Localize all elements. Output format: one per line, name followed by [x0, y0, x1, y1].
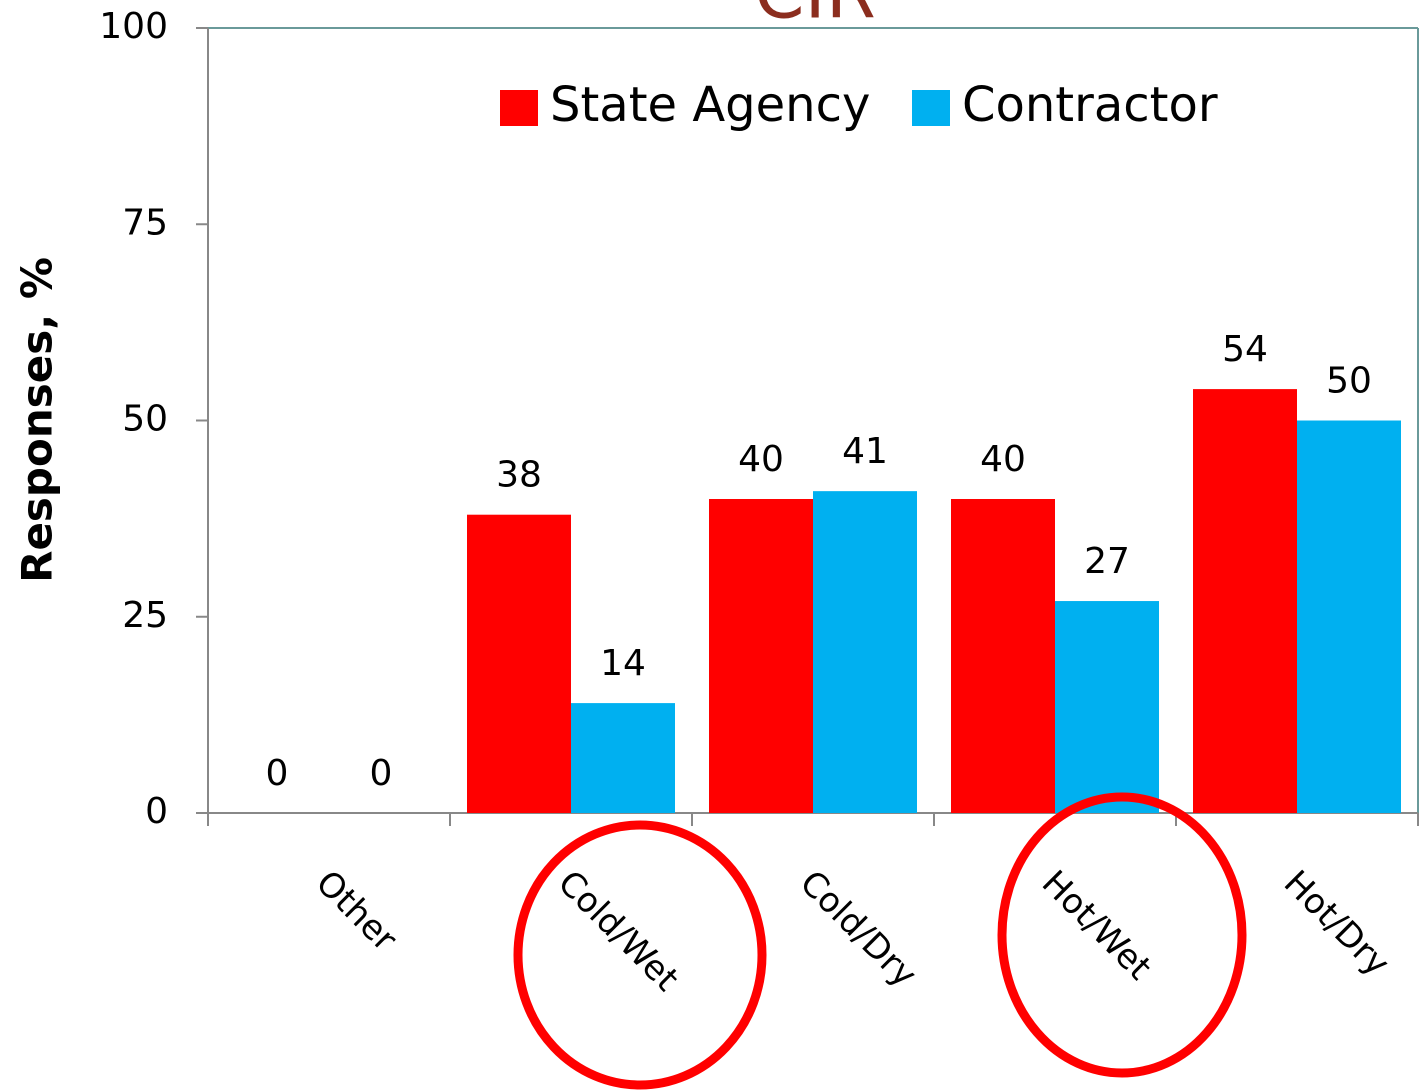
- x-tick-label: Hot/Dry: [1276, 863, 1397, 984]
- bar: [1297, 420, 1401, 813]
- bar: [571, 703, 675, 813]
- data-label: 40: [980, 439, 1026, 480]
- data-label: 38: [496, 455, 542, 496]
- data-label: 41: [842, 431, 888, 472]
- y-tick-label: 50: [122, 399, 168, 440]
- x-tick-label: Hot/Wet: [1034, 863, 1159, 988]
- data-label: 54: [1222, 329, 1268, 370]
- chart-title: CIR: [754, 0, 876, 35]
- data-label: 27: [1084, 541, 1130, 582]
- y-tick-label: 100: [99, 6, 168, 47]
- y-tick-label: 75: [122, 202, 168, 243]
- y-tick-label: 25: [122, 595, 168, 636]
- data-label: 50: [1326, 361, 1372, 402]
- y-tick-label: 0: [145, 791, 168, 832]
- bar: [951, 499, 1055, 813]
- y-axis-label: Responses, %: [13, 257, 62, 583]
- bar: [1193, 389, 1297, 813]
- data-label: 14: [600, 643, 646, 684]
- legend-label: Contractor: [962, 77, 1218, 133]
- x-tick-label: Cold/Dry: [792, 863, 924, 995]
- highlight-circle: [997, 792, 1247, 1078]
- legend-swatch: [912, 90, 950, 126]
- highlight-circle: [513, 820, 767, 1090]
- bar: [709, 499, 813, 813]
- data-label: 0: [266, 753, 289, 794]
- legend-label: State Agency: [550, 77, 870, 133]
- bar: [467, 514, 571, 813]
- x-tick-label: Other: [308, 863, 405, 960]
- legend-swatch: [500, 90, 538, 126]
- data-label: 40: [738, 439, 784, 480]
- bar: [1055, 601, 1159, 813]
- data-label: 0: [370, 753, 393, 794]
- bar: [813, 491, 917, 813]
- x-tick-label: Cold/Wet: [550, 863, 686, 999]
